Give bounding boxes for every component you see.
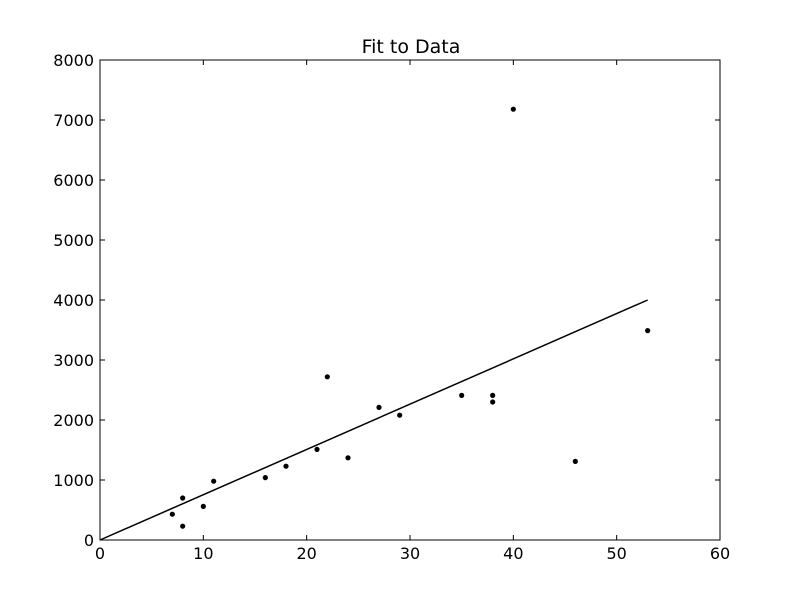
data-point	[645, 328, 651, 334]
y-tick-label: 4000	[53, 291, 94, 310]
data-point	[345, 455, 351, 461]
data-point	[314, 446, 320, 452]
data-point	[510, 106, 516, 112]
x-tick-label: 20	[296, 544, 316, 563]
data-point	[283, 463, 289, 469]
x-tick-label: 10	[193, 544, 213, 563]
data-point	[324, 374, 330, 380]
data-point	[572, 458, 578, 464]
chart-title: Fit to Data	[362, 36, 461, 58]
y-tick-label: 2000	[53, 411, 94, 430]
y-tick-label: 7000	[53, 111, 94, 130]
data-point	[459, 392, 465, 398]
x-tick-label: 50	[606, 544, 626, 563]
x-tick-label: 30	[400, 544, 420, 563]
data-point	[211, 478, 217, 484]
fit-line	[99, 299, 648, 541]
data-point	[397, 412, 403, 418]
data-point	[180, 495, 186, 501]
data-point	[169, 511, 175, 517]
data-point	[376, 404, 382, 410]
data-point	[180, 523, 186, 529]
data-point	[490, 392, 496, 398]
y-tick-label: 5000	[53, 231, 94, 250]
x-tick-label: 40	[503, 544, 523, 563]
y-tick-label: 3000	[53, 351, 94, 370]
plot-area	[99, 106, 651, 541]
x-tick-label: 0	[95, 544, 105, 563]
y-tick-label: 0	[84, 531, 94, 550]
y-tick-label: 1000	[53, 471, 94, 490]
data-point	[262, 475, 268, 481]
axis-ticks: 0 10 20 30 40 50 60 0 1000 2000 3000 4000 5000 6000 70…	[53, 51, 730, 563]
y-tick-label: 6000	[53, 171, 94, 190]
y-tick-label: 8000	[53, 51, 94, 70]
x-tick-label: 60	[710, 544, 730, 563]
data-point	[490, 399, 496, 405]
data-point	[200, 503, 206, 509]
